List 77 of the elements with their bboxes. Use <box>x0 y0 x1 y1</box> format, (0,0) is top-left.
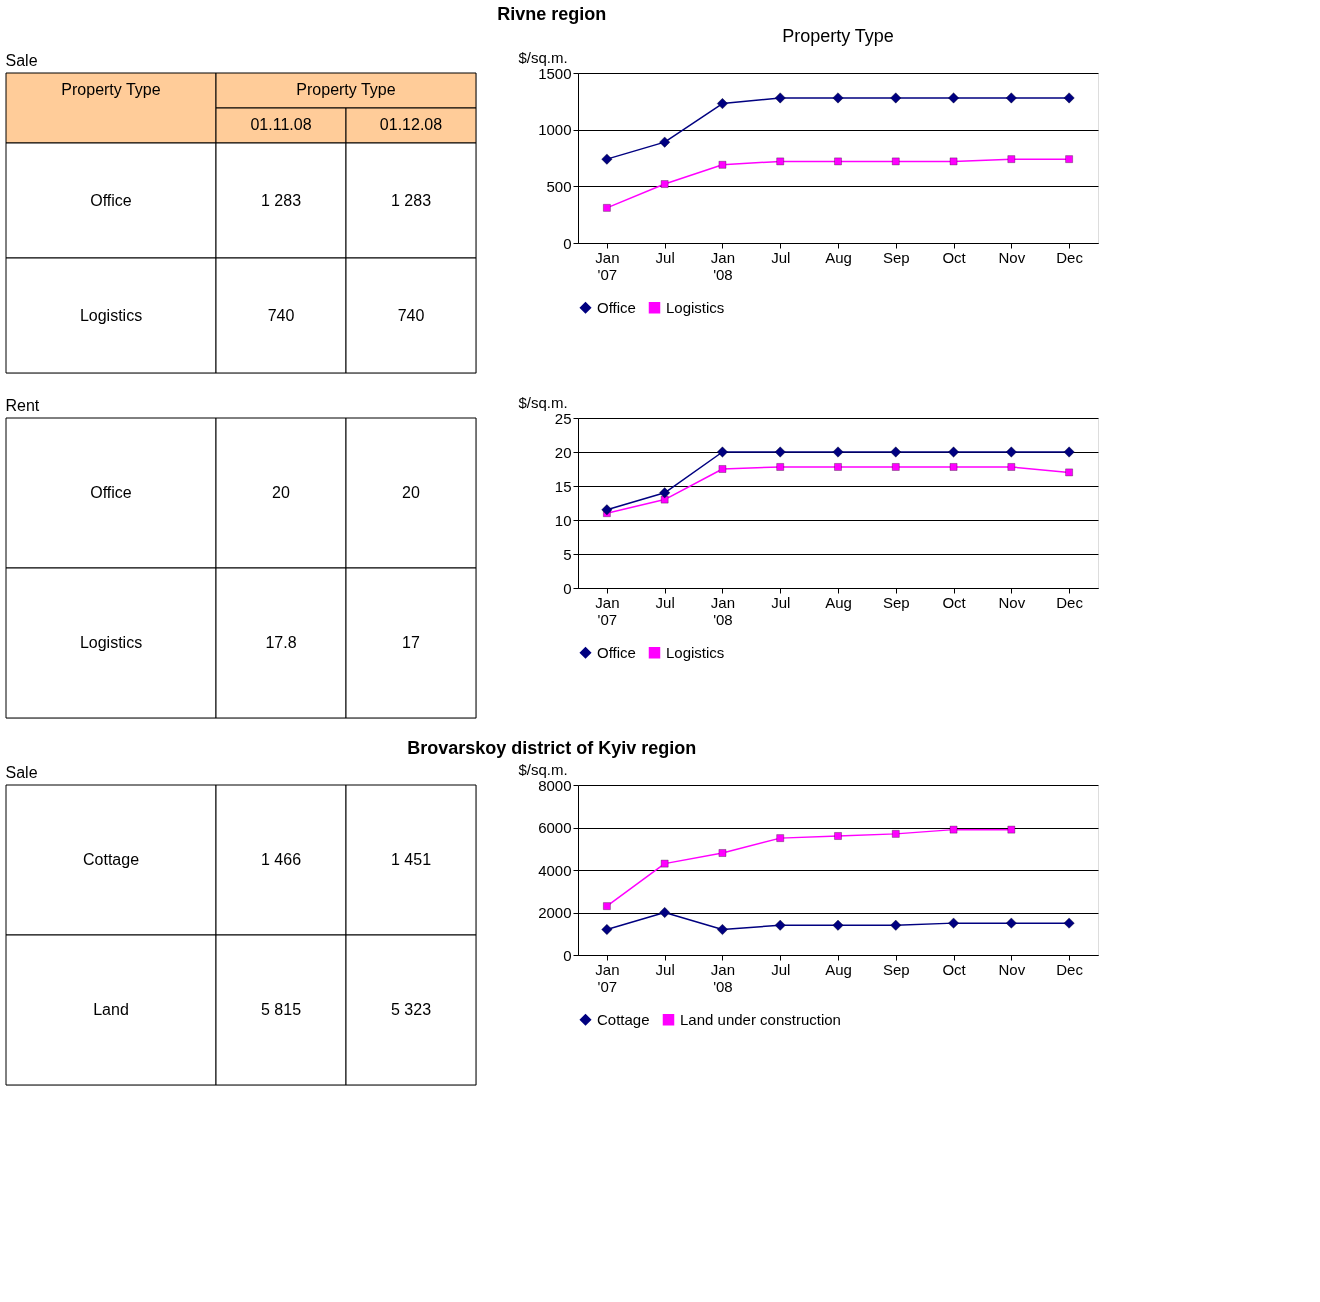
y-tick-label: 0 <box>563 946 572 964</box>
y-tick-label: 0 <box>563 234 572 252</box>
category-label: 01.12.08 <box>379 116 443 133</box>
y-tick-label: 0 <box>563 579 572 597</box>
x-tick-label: Aug <box>825 593 852 611</box>
text: 17 <box>402 634 420 651</box>
legend-label: Logistics <box>666 643 725 661</box>
text: 1 466 <box>260 851 302 868</box>
y-tick-label: 5 <box>563 545 572 563</box>
text: Rivne region <box>497 3 607 24</box>
x-tick-label: Jan '08 <box>710 593 736 628</box>
x-tick-label: Dec <box>1056 593 1084 611</box>
x-tick-label: Jan '08 <box>710 248 736 283</box>
text: 740 <box>267 306 295 324</box>
x-tick-label: Jan '07 <box>595 248 620 283</box>
legend-label: Land under construction <box>680 1010 841 1028</box>
x-tick-label: Oct <box>942 960 967 978</box>
y-tick-label: 6000 <box>538 819 572 836</box>
y-tick-label: 1000 <box>538 121 572 139</box>
x-tick-label: Jul <box>771 960 791 978</box>
chart-title: Property Type <box>782 26 894 46</box>
text: 20 <box>402 484 420 501</box>
legend-label: Logistics <box>666 298 725 316</box>
text: Sale <box>5 51 38 69</box>
text: 17.8 <box>265 634 297 651</box>
legend-label: Office <box>597 643 636 661</box>
x-tick-label: Dec <box>1056 960 1084 978</box>
x-tick-label: Sep <box>882 593 910 611</box>
x-tick-label: Jul <box>655 593 675 611</box>
category-label: Cottage <box>82 851 140 868</box>
text: 5 815 <box>260 1001 302 1018</box>
legend-label: Cottage <box>597 1010 650 1028</box>
legend-label: Office <box>597 298 636 316</box>
x-tick-label: Jan '07 <box>595 960 620 995</box>
x-tick-label: Nov <box>998 593 1026 611</box>
category-label: Logistics <box>79 306 143 324</box>
y-tick-label: 2000 <box>538 904 572 921</box>
x-tick-label: Dec <box>1056 248 1084 266</box>
x-tick-label: Jan '07 <box>595 593 620 628</box>
text: 740 <box>397 306 425 324</box>
x-tick-label: Oct <box>942 248 967 266</box>
y-tick-label: 20 <box>554 443 572 461</box>
x-tick-label: Oct <box>942 593 967 611</box>
text: Property Type <box>296 81 396 98</box>
x-tick-label: Aug <box>825 960 852 978</box>
x-tick-label: Jul <box>655 248 675 266</box>
x-tick-label: Nov <box>998 248 1026 266</box>
x-tick-label: Jan '08 <box>710 960 736 995</box>
x-tick-label: Sep <box>882 960 910 978</box>
category-label: Logistics <box>79 634 143 651</box>
x-tick-label: Jul <box>655 960 675 978</box>
x-tick-label: Jul <box>771 248 791 266</box>
category-label: Land <box>93 1001 129 1018</box>
y-tick-label: 4000 <box>538 861 572 879</box>
category-label: Office <box>90 191 132 209</box>
x-tick-label: Nov <box>998 960 1026 978</box>
text: 5 323 <box>390 1001 432 1018</box>
text: Property Type <box>61 81 161 98</box>
text: 1 283 <box>390 191 432 209</box>
x-tick-label: Aug <box>825 248 852 266</box>
text: Rent <box>5 396 40 414</box>
y-axis-title: $/sq.m. <box>518 760 568 778</box>
y-tick-label: 10 <box>554 511 572 529</box>
y-tick-label: 25 <box>554 409 572 427</box>
x-tick-label: Sep <box>882 248 910 266</box>
text: Brovarskoy district of Kyiv region <box>407 737 697 758</box>
y-axis-title: $/sq.m. <box>518 393 568 411</box>
category-label: Office <box>90 484 132 501</box>
y-axis-title: $/sq.m. <box>518 48 568 66</box>
y-tick-label: 15 <box>554 477 572 495</box>
x-tick-label: Jul <box>771 593 791 611</box>
y-tick-label: 500 <box>546 177 572 195</box>
text: 1 283 <box>260 191 302 209</box>
category-label: 01.11.08 <box>250 116 312 133</box>
text: 20 <box>272 484 290 501</box>
text: 1 451 <box>390 851 432 868</box>
text: Sale <box>5 763 38 781</box>
